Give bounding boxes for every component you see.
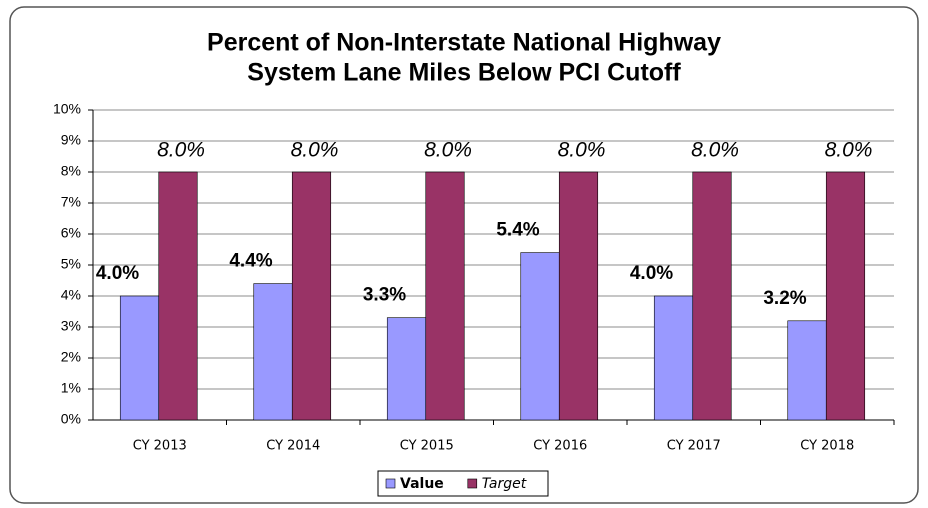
- data-label: 8.0%: [825, 139, 873, 162]
- legend-swatch: [385, 478, 396, 489]
- legend-label: Target: [482, 476, 527, 492]
- data-label: 4.0%: [630, 263, 673, 284]
- data-label: 8.0%: [291, 139, 339, 162]
- bar: [520, 252, 560, 421]
- x-tick-label: CY 2013: [133, 439, 187, 454]
- y-tick-label: 7%: [61, 194, 81, 210]
- chart-title: Percent of Non-Interstate National Highw…: [207, 29, 721, 57]
- legend-box: [377, 470, 549, 497]
- bar: [119, 295, 160, 421]
- y-tick-label: 5%: [61, 256, 81, 272]
- y-tick-label: 4%: [61, 287, 81, 303]
- bar: [291, 171, 332, 421]
- data-label: 5.4%: [496, 220, 539, 241]
- y-tick-label: 9%: [61, 132, 81, 148]
- y-tick-label: 1%: [61, 380, 81, 396]
- y-tick-label: 3%: [61, 318, 81, 334]
- data-label: 4.0%: [96, 263, 139, 284]
- y-tick-label: 8%: [61, 163, 81, 179]
- data-label: 8.0%: [691, 139, 739, 162]
- bar: [425, 171, 465, 421]
- data-label: 3.3%: [363, 285, 406, 306]
- bar: [386, 317, 427, 421]
- legend-label: Value: [400, 476, 444, 492]
- bar: [787, 320, 827, 421]
- legend-swatch: [467, 478, 478, 489]
- data-label: 8.0%: [558, 139, 606, 162]
- x-tick-label: CY 2018: [800, 439, 854, 454]
- bar: [692, 171, 732, 421]
- data-label: 8.0%: [157, 139, 205, 162]
- y-tick-label: 0%: [61, 411, 81, 427]
- y-tick-label: 10%: [53, 101, 81, 117]
- data-label: 3.2%: [763, 288, 806, 309]
- bar: [653, 295, 694, 421]
- data-label: 8.0%: [424, 139, 472, 162]
- x-tick-label: CY 2015: [400, 439, 454, 454]
- bar: [825, 171, 866, 421]
- data-label: 4.4%: [229, 251, 272, 272]
- x-tick-label: CY 2016: [533, 439, 587, 454]
- x-tick-label: CY 2014: [266, 439, 320, 454]
- y-tick-label: 6%: [61, 225, 81, 241]
- x-tick-label: CY 2017: [667, 439, 721, 454]
- y-tick-label: 2%: [61, 349, 81, 365]
- chart-title: System Lane Miles Below PCI Cutoff: [247, 59, 681, 87]
- bar: [558, 171, 599, 421]
- bar: [253, 283, 293, 421]
- bar: [158, 171, 198, 421]
